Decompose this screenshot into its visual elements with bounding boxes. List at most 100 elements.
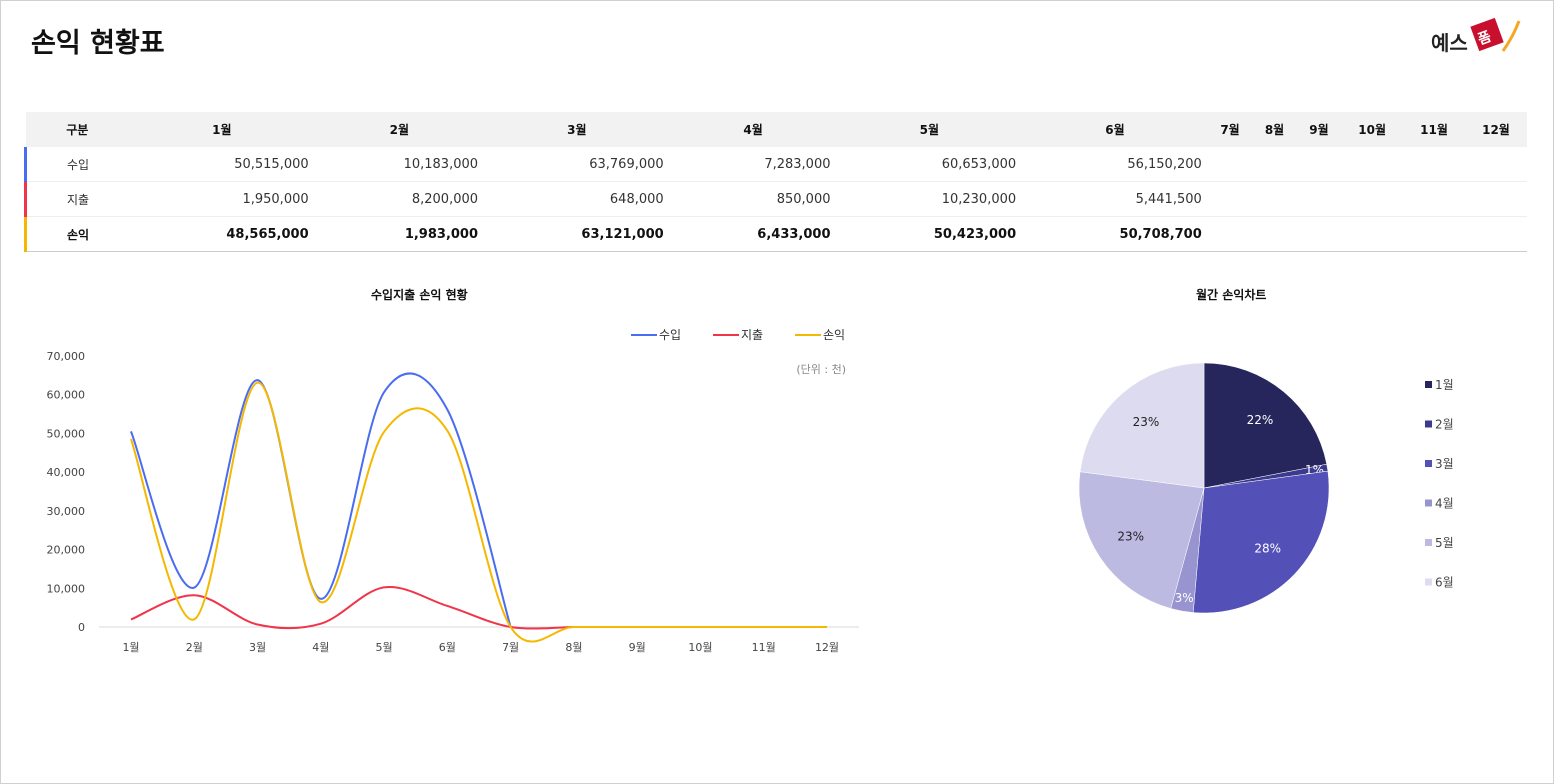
legend-label: 지출 <box>741 328 763 342</box>
table-cell <box>1464 181 1527 217</box>
column-header: 7월 <box>1207 112 1253 147</box>
line-chart-title: 수입지출 손익 현황 <box>371 288 468 302</box>
legend-label: 3월 <box>1435 457 1454 471</box>
table-cell <box>1252 216 1297 252</box>
series-line-지출 <box>130 586 574 630</box>
table-cell <box>1207 216 1253 252</box>
table-cell: 56,150,200 <box>1022 147 1208 182</box>
svg-text:폼: 폼 <box>1476 29 1494 48</box>
legend-swatch <box>1425 420 1432 428</box>
y-tick-label: 0 <box>78 621 85 634</box>
series-line-손익 <box>130 381 827 643</box>
pie-label: 3% <box>1175 591 1194 605</box>
table-cell <box>1296 216 1342 252</box>
y-tick-label: 40,000 <box>47 466 86 479</box>
series-line-수입 <box>130 372 512 628</box>
pie-label: 28% <box>1254 542 1281 556</box>
pie-slice <box>1079 362 1205 489</box>
pie-label: 23% <box>1133 415 1160 429</box>
table-cell <box>1464 216 1527 252</box>
x-tick-label: 10월 <box>688 641 712 654</box>
table-cell <box>1464 147 1527 182</box>
x-tick-label: 9월 <box>629 641 646 654</box>
row-label: 수입 <box>24 147 129 182</box>
pie-slice <box>1203 362 1328 489</box>
pie-label: 22% <box>1247 413 1274 427</box>
table-cell: 10,183,000 <box>314 147 485 182</box>
legend-swatch <box>1425 539 1432 546</box>
table-cell: 850,000 <box>669 181 837 217</box>
unit-note: (단위 : 천) <box>796 362 846 376</box>
column-header: 12월 <box>1464 112 1527 147</box>
table-cell <box>1296 181 1342 217</box>
legend-swatch <box>1425 460 1432 467</box>
y-tick-label: 70,000 <box>47 350 86 363</box>
y-tick-label: 30,000 <box>47 505 86 518</box>
table-cell <box>1207 147 1253 182</box>
table-cell <box>1341 147 1404 182</box>
table-cell <box>1403 147 1465 182</box>
legend-label: 6월 <box>1435 576 1454 590</box>
table-cell <box>1341 181 1404 217</box>
table-cell: 8,200,000 <box>314 181 485 217</box>
y-tick-label: 60,000 <box>47 389 86 402</box>
column-header: 3월 <box>484 112 670 147</box>
legend-label: 5월 <box>1435 536 1454 550</box>
legend-label: 4월 <box>1435 497 1454 511</box>
legend-swatch <box>1425 381 1432 388</box>
table-cell <box>1252 181 1297 217</box>
legend-swatch <box>1425 499 1432 507</box>
table-cell <box>1403 216 1465 252</box>
table-row: 수입 50,515,000 10,183,000 63,769,000 7,283,00… <box>24 147 1527 182</box>
x-tick-label: 7월 <box>502 641 519 654</box>
pie-chart-title: 월간 손익차트 <box>1196 288 1267 302</box>
column-header: 6월 <box>1022 112 1208 147</box>
table-cell: 50,515,000 <box>129 147 315 182</box>
table-cell: 7,283,000 <box>669 147 837 182</box>
x-tick-label: 11월 <box>752 641 776 654</box>
table-cell: 1,983,000 <box>314 216 485 252</box>
table-cell: 1,950,000 <box>129 181 315 217</box>
table-cell <box>1296 147 1342 182</box>
line-chart: 0 10,000 20,000 30,000 40,000 50,000 60,000 70,… <box>47 328 859 654</box>
legend-label: 손익 <box>823 328 845 342</box>
table-cell: 48,565,000 <box>129 216 315 252</box>
table-cell: 50,423,000 <box>836 216 1023 252</box>
profit-table: 구분 1월 2월 3월 4월 5월 6월 7월 8월 9월 10월 11월 12월 수입 50,515,0… <box>24 112 1527 252</box>
x-tick-label: 6월 <box>439 641 456 654</box>
pie-label: 23% <box>1117 530 1144 544</box>
column-header: 10월 <box>1341 112 1404 147</box>
table-cell: 63,769,000 <box>484 147 670 182</box>
legend-label: 수입 <box>659 328 681 342</box>
column-header: 8월 <box>1252 112 1297 147</box>
row-label: 지출 <box>24 181 129 217</box>
legend-swatch <box>1425 578 1432 586</box>
table-cell <box>1207 181 1253 217</box>
x-tick-label: 5월 <box>376 641 393 654</box>
pie-slice <box>1192 470 1330 614</box>
table-cell: 5,441,500 <box>1022 181 1208 217</box>
column-header: 2월 <box>314 112 485 147</box>
column-header: 9월 <box>1296 112 1342 147</box>
x-tick-label: 12월 <box>815 641 839 654</box>
column-header: 1월 <box>129 112 315 147</box>
y-tick-label: 10,000 <box>47 582 86 595</box>
y-tick-label: 20,000 <box>47 544 86 557</box>
table-row: 손익 48,565,000 1,983,000 63,121,000 6,433,000… <box>24 216 1527 252</box>
table-cell <box>1252 147 1297 182</box>
table-cell: 6,433,000 <box>669 216 837 252</box>
y-tick-label: 50,000 <box>47 427 86 440</box>
x-tick-label: 4월 <box>312 641 329 654</box>
table-cell: 63,121,000 <box>484 216 670 252</box>
x-tick-label: 2월 <box>186 641 203 654</box>
logo: 예스 폼 <box>1431 17 1521 55</box>
column-header: 구분 <box>25 112 129 147</box>
column-header: 11월 <box>1403 112 1465 147</box>
table-cell: 50,708,700 <box>1022 216 1208 252</box>
svg-text:예스: 예스 <box>1431 31 1468 55</box>
page-title: 손익 현황표 <box>31 28 165 59</box>
table-row: 지출 1,950,000 8,200,000 648,000 850,000 10,230… <box>24 181 1527 217</box>
x-tick-label: 3월 <box>249 641 266 654</box>
